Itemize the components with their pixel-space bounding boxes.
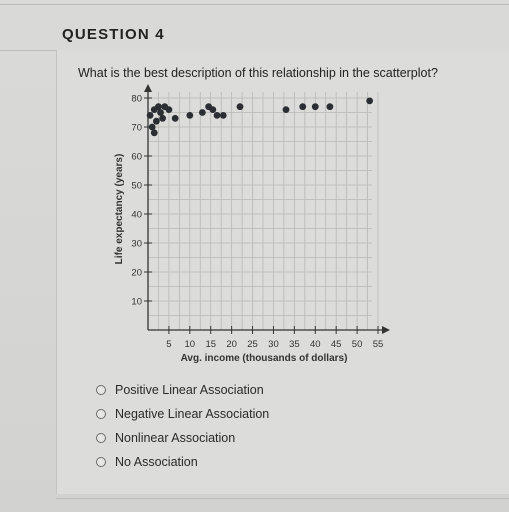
data-point <box>157 109 164 116</box>
x-axis-arrow <box>382 326 390 334</box>
data-point <box>152 117 160 125</box>
x-tick-label: 50 <box>352 339 363 350</box>
y-tick-label: 20 <box>131 268 142 279</box>
bottom-divider <box>56 498 509 499</box>
data-point <box>219 112 227 119</box>
y-tick-label: 30 <box>131 239 142 250</box>
option-negative-linear[interactable]: Negative Linear Association <box>96 402 269 426</box>
data-point <box>236 103 244 111</box>
x-tick-label: 30 <box>268 339 279 350</box>
data-point <box>366 97 374 105</box>
radio-button[interactable] <box>96 385 106 395</box>
data-point <box>146 112 154 119</box>
question-prompt: What is the best description of this rel… <box>78 66 438 80</box>
data-point <box>209 106 217 113</box>
data-point <box>326 103 334 111</box>
answer-options: Positive Linear Association Negative Lin… <box>96 378 269 474</box>
x-axis-label: Avg. income (thousands of dollars) <box>181 353 348 364</box>
radio-button[interactable] <box>96 433 106 443</box>
y-axis-label: Life expectancy (years) <box>114 154 125 265</box>
question-title: QUESTION 4 <box>62 26 165 43</box>
data-point <box>165 106 173 113</box>
y-tick-label: 10 <box>131 297 142 308</box>
data-point <box>213 112 221 119</box>
x-tick-label: 40 <box>310 339 321 350</box>
y-tick-label: 80 <box>131 94 142 105</box>
data-point <box>148 123 156 131</box>
radio-button[interactable] <box>96 409 106 419</box>
option-label: Negative Linear Association <box>115 407 270 421</box>
plot-points <box>146 97 374 137</box>
top-divider <box>0 4 509 5</box>
plot-axes: 10 20 30 40 50 60 70 80 5 10 15 20 25 30 35 40 45 50 55 <box>131 84 390 350</box>
radio-button[interactable] <box>96 457 106 467</box>
option-label: Nonlinear Association <box>115 431 236 445</box>
option-nonlinear[interactable]: Nonlinear Association <box>96 426 269 450</box>
scatterplot: 10 20 30 40 50 60 70 80 5 10 15 20 25 30 35 40 45 50 55 Li… <box>114 84 390 364</box>
x-tick-label: 55 <box>373 339 384 350</box>
y-tick-label: 60 <box>131 152 142 163</box>
y-tick-label: 40 <box>131 210 142 221</box>
x-tick-label: 10 <box>185 339 196 350</box>
data-point <box>159 114 167 122</box>
option-label: No Association <box>115 455 198 469</box>
data-point <box>186 112 194 119</box>
plot-grid <box>148 92 379 330</box>
data-point <box>171 114 179 122</box>
x-tick-label: 35 <box>289 339 300 350</box>
x-tick-label: 15 <box>205 339 216 350</box>
x-tick-label: 25 <box>247 339 258 350</box>
y-tick-label: 50 <box>131 181 142 192</box>
data-point <box>311 103 319 111</box>
x-tick-label: 20 <box>226 339 237 350</box>
data-point <box>198 109 206 116</box>
data-point <box>282 106 290 113</box>
x-tick-label: 45 <box>331 339 342 350</box>
data-point <box>299 103 307 111</box>
data-point <box>150 129 158 137</box>
y-axis-arrow <box>144 84 152 92</box>
question-header: QUESTION 4 <box>0 6 509 51</box>
option-no-association[interactable]: No Association <box>96 450 269 474</box>
option-positive-linear[interactable]: Positive Linear Association <box>96 378 269 402</box>
option-label: Positive Linear Association <box>115 383 264 397</box>
x-tick-label: 5 <box>166 339 171 350</box>
y-tick-label: 70 <box>131 123 142 134</box>
data-point <box>155 103 162 111</box>
